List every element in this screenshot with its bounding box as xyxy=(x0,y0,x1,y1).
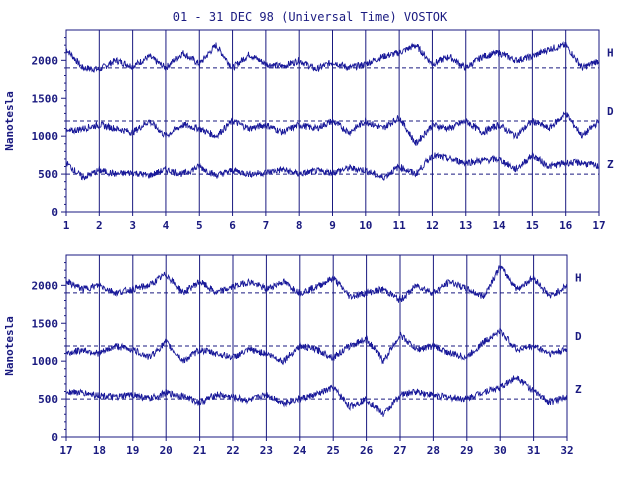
x-tick-label: 29 xyxy=(460,444,473,457)
x-tick-label: 3 xyxy=(129,219,136,232)
x-tick-label: 18 xyxy=(93,444,106,457)
x-tick-label: 5 xyxy=(196,219,203,232)
series-line-d xyxy=(65,327,568,366)
chart-panel-2: 17 18 19 20 21 22 23 24 25 26 27 28 29 30 31 32 0 500 1000… xyxy=(3,254,582,457)
x-tick-label: 14 xyxy=(492,219,506,232)
y-tick-label: 1500 xyxy=(32,92,59,105)
x-tick-label: 22 xyxy=(226,444,239,457)
x-tick-label: 2 xyxy=(96,219,103,232)
x-tick-label: 10 xyxy=(359,219,372,232)
series-label-h: H xyxy=(607,47,614,60)
x-tick-label: 17 xyxy=(59,444,72,457)
series-line-h xyxy=(65,265,568,303)
series-line-d xyxy=(65,111,600,146)
y-tick-label: 500 xyxy=(38,393,58,406)
x-tick-label: 20 xyxy=(160,444,173,457)
x-tick-label: 23 xyxy=(260,444,273,457)
y-axis-label: Nanotesla xyxy=(3,316,16,376)
chart-title: 01 - 31 DEC 98 (Universal Time) VOSTOK xyxy=(173,10,448,24)
y-axis-label: Nanotesla xyxy=(3,91,16,151)
x-tick-label: 9 xyxy=(329,219,336,232)
series-line-z xyxy=(65,152,600,181)
y-tick-label: 0 xyxy=(51,206,58,219)
y-tick-label: 1000 xyxy=(32,355,59,368)
series-label-z: Z xyxy=(607,158,614,171)
x-tick-label: 26 xyxy=(360,444,374,457)
x-tick-label: 25 xyxy=(327,444,340,457)
y-tick-label: 1000 xyxy=(32,130,59,143)
series-label-d: D xyxy=(575,330,582,343)
chart-panel-1: 1 2 3 4 5 6 7 8 9 10 11 12 13 14 15 16 17050010001500200… xyxy=(3,29,614,232)
series-line-z xyxy=(65,375,568,417)
series-label-z: Z xyxy=(575,383,582,396)
x-tick-label: 7 xyxy=(263,219,270,232)
x-tick-label: 17 xyxy=(592,219,605,232)
series-line-h xyxy=(65,41,600,73)
y-tick-label: 500 xyxy=(38,168,58,181)
x-tick-label: 6 xyxy=(229,219,236,232)
series-label-h: H xyxy=(575,272,582,285)
x-tick-label: 21 xyxy=(193,444,207,457)
x-tick-label: 8 xyxy=(296,219,303,232)
x-tick-label: 19 xyxy=(126,444,139,457)
x-tick-label: 16 xyxy=(559,219,573,232)
x-tick-label: 32 xyxy=(560,444,573,457)
x-tick-label: 1 xyxy=(63,219,70,232)
x-tick-label: 11 xyxy=(393,219,407,232)
x-tick-label: 24 xyxy=(293,444,307,457)
x-tick-label: 4 xyxy=(163,219,170,232)
series-label-d: D xyxy=(607,105,614,118)
x-tick-label: 30 xyxy=(494,444,507,457)
x-tick-label: 12 xyxy=(426,219,439,232)
y-tick-label: 2000 xyxy=(32,279,59,292)
x-tick-label: 31 xyxy=(527,444,541,457)
y-tick-label: 2000 xyxy=(32,54,59,67)
y-tick-label: 1500 xyxy=(32,317,59,330)
x-tick-label: 15 xyxy=(526,219,539,232)
x-tick-label: 28 xyxy=(427,444,440,457)
y-tick-label: 0 xyxy=(51,431,58,444)
x-tick-label: 13 xyxy=(459,219,472,232)
x-tick-label: 27 xyxy=(393,444,406,457)
